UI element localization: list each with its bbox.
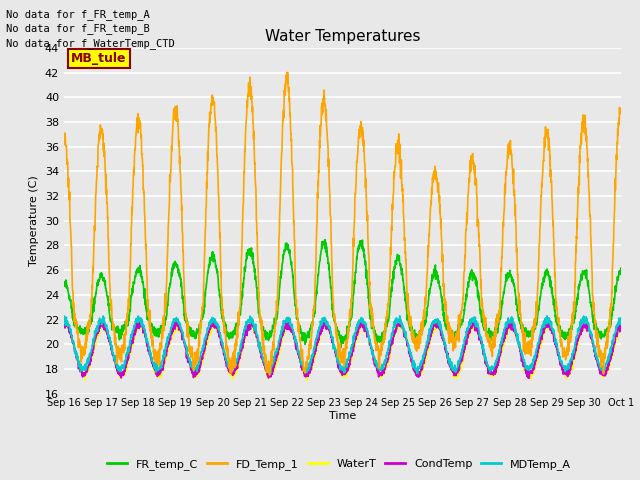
Text: MB_tule: MB_tule: [71, 52, 127, 65]
Legend: FR_temp_C, FD_Temp_1, WaterT, CondTemp, MDTemp_A: FR_temp_C, FD_Temp_1, WaterT, CondTemp, …: [102, 455, 576, 474]
Title: Water Temperatures: Water Temperatures: [265, 29, 420, 44]
Text: No data for f_FR_temp_B: No data for f_FR_temp_B: [6, 23, 150, 34]
Y-axis label: Temperature (C): Temperature (C): [29, 175, 39, 266]
X-axis label: Time: Time: [329, 411, 356, 421]
Text: No data for f_WaterTemp_CTD: No data for f_WaterTemp_CTD: [6, 37, 175, 48]
Text: No data for f_FR_temp_A: No data for f_FR_temp_A: [6, 9, 150, 20]
